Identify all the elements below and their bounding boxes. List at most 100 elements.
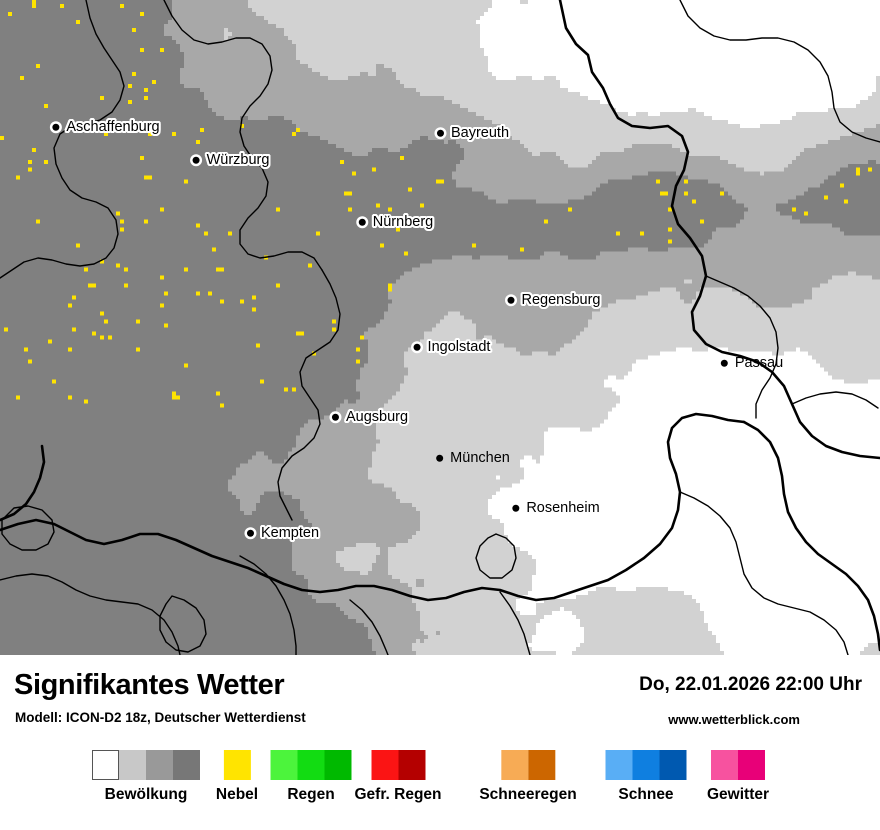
city-labels-layer: Aschaffenburg Würzburg Bayreuth Nürnberg Reg… — [52, 118, 784, 541]
state-border — [679, 0, 880, 143]
legend-label: Bewölkung — [104, 786, 188, 803]
map-borders-layer — [0, 0, 880, 655]
legend-swatch — [223, 750, 251, 780]
state-border — [791, 391, 879, 409]
city-dot-icon — [331, 413, 339, 421]
legend-swatch — [632, 750, 660, 780]
national-border-alps — [0, 412, 746, 602]
lake-outline — [475, 533, 517, 579]
legend-swatch — [659, 750, 687, 780]
lake-outline — [159, 595, 207, 653]
city-marker-nrnberg[interactable]: Nürnberg — [358, 213, 434, 230]
city-label: Passau — [734, 354, 784, 371]
state-border — [499, 591, 531, 655]
city-dot-icon — [507, 296, 515, 304]
weather-raster-layer — [0, 0, 880, 655]
city-label: Rosenheim — [526, 499, 600, 516]
legend-group-regen: Regen — [270, 750, 352, 804]
city-label: Würzburg — [206, 151, 270, 168]
city-marker-mnchen[interactable]: München — [436, 451, 510, 466]
city-marker-bayreuth[interactable]: Bayreuth — [436, 124, 510, 141]
city-dot-icon — [52, 123, 60, 131]
legend-swatch — [737, 750, 765, 780]
legend-swatch — [173, 750, 200, 780]
city-label: Ingolstadt — [427, 338, 491, 355]
state-border — [239, 555, 297, 655]
state-border — [349, 599, 389, 655]
legend-swatch — [710, 750, 738, 780]
legend-label: Gewitter — [706, 786, 770, 803]
legend-label: Nebel — [215, 786, 259, 803]
city-dot-icon — [512, 504, 520, 512]
state-border — [0, 573, 181, 655]
legend-group-schneeregen: Schneeregen — [479, 750, 577, 804]
legend-swatch — [146, 750, 173, 780]
city-dot-icon — [720, 359, 728, 367]
legend-swatch — [92, 750, 119, 780]
city-label: Nürnberg — [372, 213, 434, 230]
legend-group-nebel: Nebel — [216, 750, 258, 804]
legend-group-gefr-regen: Gefr. Regen — [355, 750, 442, 804]
legend-swatches — [710, 750, 765, 780]
legend-swatch — [398, 750, 425, 780]
legend-swatch — [324, 750, 352, 780]
national-border-south — [742, 420, 880, 652]
website-url: www.wetterblick.com — [668, 712, 800, 727]
city-label: Regensburg — [521, 291, 601, 308]
city-dot-icon — [246, 529, 254, 537]
legend-swatch — [119, 750, 146, 780]
legend-swatches — [223, 750, 251, 780]
national-border-west — [0, 444, 46, 522]
legend-swatch — [270, 750, 298, 780]
city-marker-passau[interactable]: Passau — [720, 354, 784, 371]
city-label: Augsburg — [345, 408, 409, 425]
legend-label: Schneeregen — [479, 786, 577, 803]
legend: Bewölkung Nebel Regen Gefr. Regen Schneerege… — [0, 750, 880, 830]
legend-swatches — [371, 750, 425, 780]
legend-label: Gefr. Regen — [354, 786, 442, 803]
legend-group-gewitter: Gewitter — [707, 750, 769, 804]
legend-swatch — [297, 750, 325, 780]
city-marker-kempten[interactable]: Kempten — [246, 524, 320, 541]
city-label: Bayreuth — [450, 124, 510, 141]
city-label: Kempten — [260, 524, 320, 541]
page-title: Signifikantes Wetter — [14, 669, 285, 701]
legend-swatch — [605, 750, 633, 780]
city-label: Aschaffenburg — [66, 118, 160, 135]
model-subtitle: Modell: ICON-D2 18z, Deutscher Wetterdie… — [15, 710, 306, 725]
city-dot-icon — [358, 218, 366, 226]
legend-swatches — [605, 750, 687, 780]
city-marker-regensburg[interactable]: Regensburg — [507, 291, 601, 308]
state-border — [705, 275, 779, 419]
legend-swatch — [371, 750, 398, 780]
city-marker-augsburg[interactable]: Augsburg — [331, 408, 409, 425]
state-border — [679, 491, 849, 655]
legend-swatch — [500, 750, 528, 780]
legend-label: Regen — [287, 786, 335, 803]
legend-swatches — [92, 750, 200, 780]
city-dot-icon — [192, 156, 200, 164]
legend-swatch — [527, 750, 555, 780]
legend-label: Schnee — [618, 786, 674, 803]
national-border — [558, 0, 880, 460]
city-label: München — [450, 449, 510, 466]
legend-group-schnee: Schnee — [605, 750, 687, 804]
legend-group-bew-lkung: Bewölkung — [92, 750, 200, 804]
map-panel[interactable]: Aschaffenburg Würzburg Bayreuth Nürnberg Reg… — [0, 0, 880, 655]
city-dot-icon — [413, 343, 421, 351]
city-marker-ingolstadt[interactable]: Ingolstadt — [413, 338, 491, 355]
footer-panel: Signifikantes Wetter Modell: ICON-D2 18z… — [0, 655, 880, 830]
forecast-datetime: Do, 22.01.2026 22:00 Uhr — [639, 674, 862, 695]
lake-outline — [1, 505, 55, 551]
state-border — [0, 0, 125, 279]
city-marker-aschaffenburg[interactable]: Aschaffenburg — [52, 118, 160, 135]
legend-swatches — [270, 750, 352, 780]
city-marker-rosenheim[interactable]: Rosenheim — [512, 499, 600, 516]
state-border — [163, 0, 323, 271]
city-dot-icon — [436, 454, 444, 462]
city-marker-wrzburg[interactable]: Würzburg — [192, 151, 270, 168]
legend-swatches — [500, 750, 555, 780]
city-dot-icon — [436, 129, 444, 137]
state-border — [277, 269, 341, 521]
